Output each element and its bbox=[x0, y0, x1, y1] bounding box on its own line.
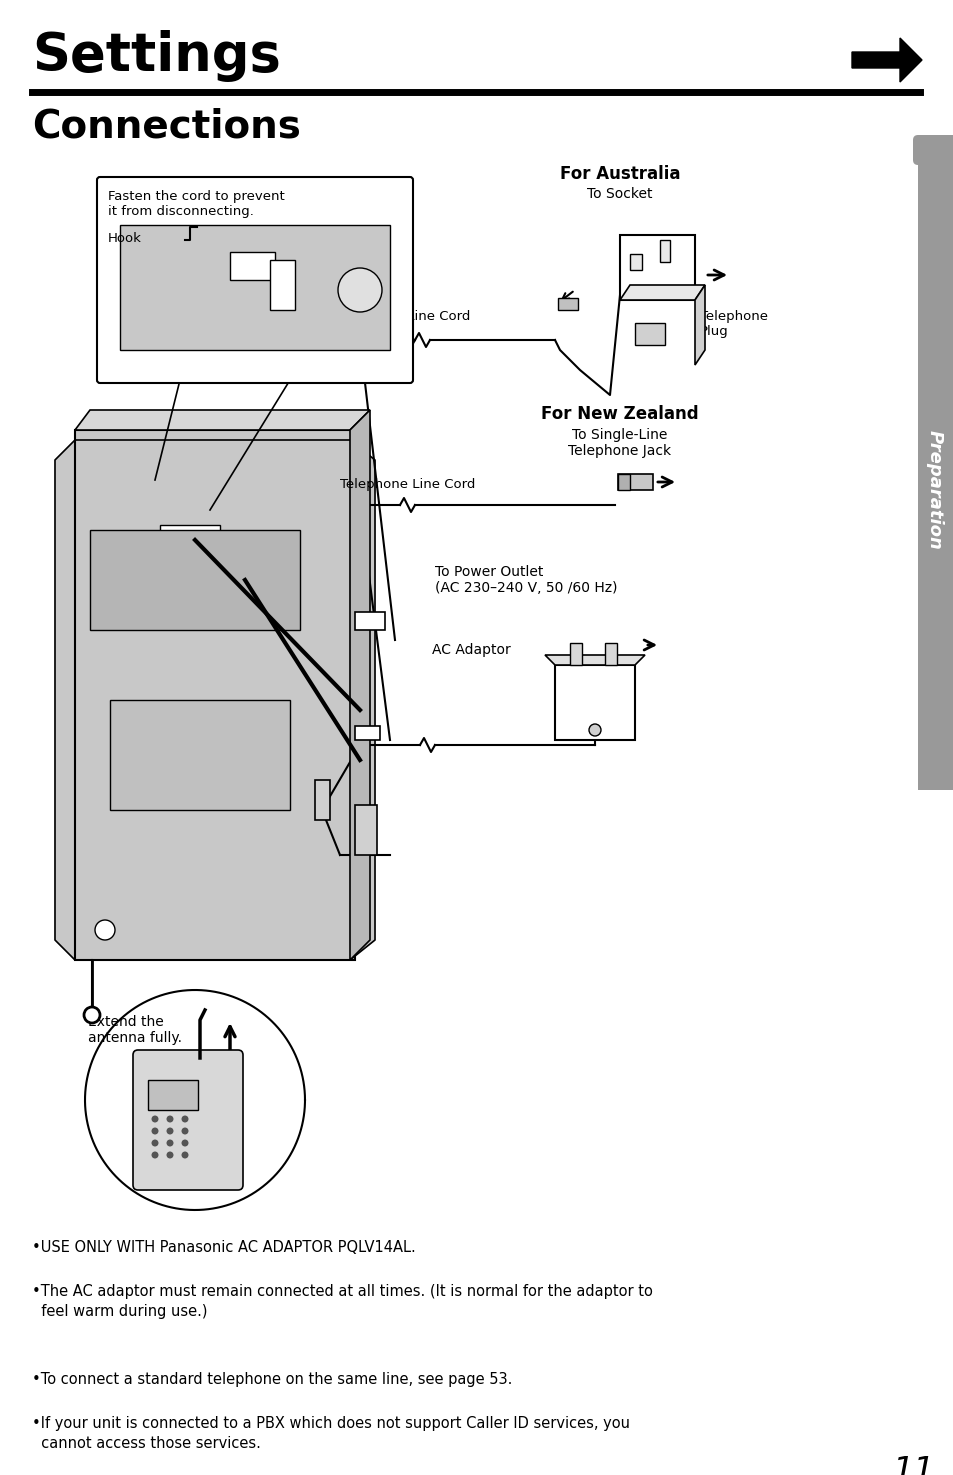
Bar bbox=[635, 323, 664, 345]
Text: Telephone
Plug: Telephone Plug bbox=[700, 310, 767, 338]
Circle shape bbox=[337, 268, 381, 313]
Bar bbox=[110, 701, 290, 810]
Circle shape bbox=[152, 1115, 158, 1122]
Text: Extend the
antenna fully.: Extend the antenna fully. bbox=[88, 1015, 182, 1046]
Bar bbox=[569, 643, 581, 665]
Text: Preparation: Preparation bbox=[925, 431, 943, 550]
Circle shape bbox=[588, 724, 600, 736]
Text: Telephone Line Cord: Telephone Line Cord bbox=[335, 310, 470, 323]
Bar bbox=[558, 298, 578, 310]
Text: Telephone Line Cord: Telephone Line Cord bbox=[339, 478, 475, 491]
Text: Fasten the cord to prevent
it from disconnecting.: Fasten the cord to prevent it from disco… bbox=[108, 190, 284, 218]
FancyBboxPatch shape bbox=[97, 177, 413, 384]
Circle shape bbox=[152, 1152, 158, 1158]
FancyBboxPatch shape bbox=[912, 136, 953, 165]
Circle shape bbox=[86, 1009, 98, 1021]
Text: AC Adaptor: AC Adaptor bbox=[432, 643, 510, 656]
Polygon shape bbox=[851, 38, 921, 83]
Bar bbox=[629, 254, 641, 270]
Polygon shape bbox=[75, 410, 370, 431]
Bar bbox=[917, 140, 953, 791]
Bar bbox=[659, 240, 669, 263]
Circle shape bbox=[167, 1127, 173, 1134]
Bar bbox=[355, 726, 379, 740]
Text: To Power Outlet
(AC 230–240 V, 50 /60 Hz): To Power Outlet (AC 230–240 V, 50 /60 Hz… bbox=[435, 565, 617, 596]
Bar bbox=[355, 805, 376, 855]
Polygon shape bbox=[55, 440, 375, 960]
Polygon shape bbox=[695, 285, 704, 364]
FancyBboxPatch shape bbox=[132, 1050, 243, 1190]
Polygon shape bbox=[350, 410, 370, 960]
Text: To Socket: To Socket bbox=[587, 187, 652, 201]
Bar bbox=[90, 530, 299, 630]
Circle shape bbox=[152, 1140, 158, 1146]
Circle shape bbox=[152, 1127, 158, 1134]
Bar bbox=[618, 473, 652, 490]
Text: •If your unit is connected to a PBX which does not support Caller ID services, y: •If your unit is connected to a PBX whic… bbox=[32, 1416, 629, 1451]
Bar bbox=[604, 643, 617, 665]
Text: For New Zealand: For New Zealand bbox=[540, 406, 699, 423]
Text: 11: 11 bbox=[891, 1454, 934, 1475]
Bar bbox=[314, 780, 330, 820]
Bar bbox=[270, 260, 294, 310]
Circle shape bbox=[181, 1115, 189, 1122]
Circle shape bbox=[95, 920, 115, 940]
Circle shape bbox=[167, 1152, 173, 1158]
Polygon shape bbox=[544, 655, 644, 665]
Circle shape bbox=[181, 1140, 189, 1146]
Bar bbox=[555, 665, 635, 740]
Polygon shape bbox=[618, 473, 629, 490]
Bar bbox=[120, 226, 390, 350]
Text: •The AC adaptor must remain connected at all times. (It is normal for the adapto: •The AC adaptor must remain connected at… bbox=[32, 1285, 652, 1319]
Text: Settings: Settings bbox=[32, 30, 280, 83]
Circle shape bbox=[167, 1115, 173, 1122]
Text: Connections: Connections bbox=[32, 108, 300, 146]
Bar bbox=[355, 612, 385, 630]
Text: Hook: Hook bbox=[108, 232, 142, 245]
Polygon shape bbox=[619, 285, 704, 299]
Circle shape bbox=[84, 1007, 100, 1024]
Circle shape bbox=[181, 1152, 189, 1158]
Text: •USE ONLY WITH Panasonic AC ADAPTOR PQLV14AL.: •USE ONLY WITH Panasonic AC ADAPTOR PQLV… bbox=[32, 1240, 416, 1255]
Text: For Australia: For Australia bbox=[559, 165, 679, 183]
Bar bbox=[619, 235, 695, 299]
Bar bbox=[230, 252, 274, 280]
Circle shape bbox=[181, 1127, 189, 1134]
Bar bbox=[75, 431, 355, 960]
Bar bbox=[148, 1080, 198, 1111]
Text: •To connect a standard telephone on the same line, see page 53.: •To connect a standard telephone on the … bbox=[32, 1372, 512, 1386]
Bar bbox=[160, 525, 220, 560]
Text: To Single-Line
Telephone Jack: To Single-Line Telephone Jack bbox=[568, 428, 671, 459]
Circle shape bbox=[167, 1140, 173, 1146]
